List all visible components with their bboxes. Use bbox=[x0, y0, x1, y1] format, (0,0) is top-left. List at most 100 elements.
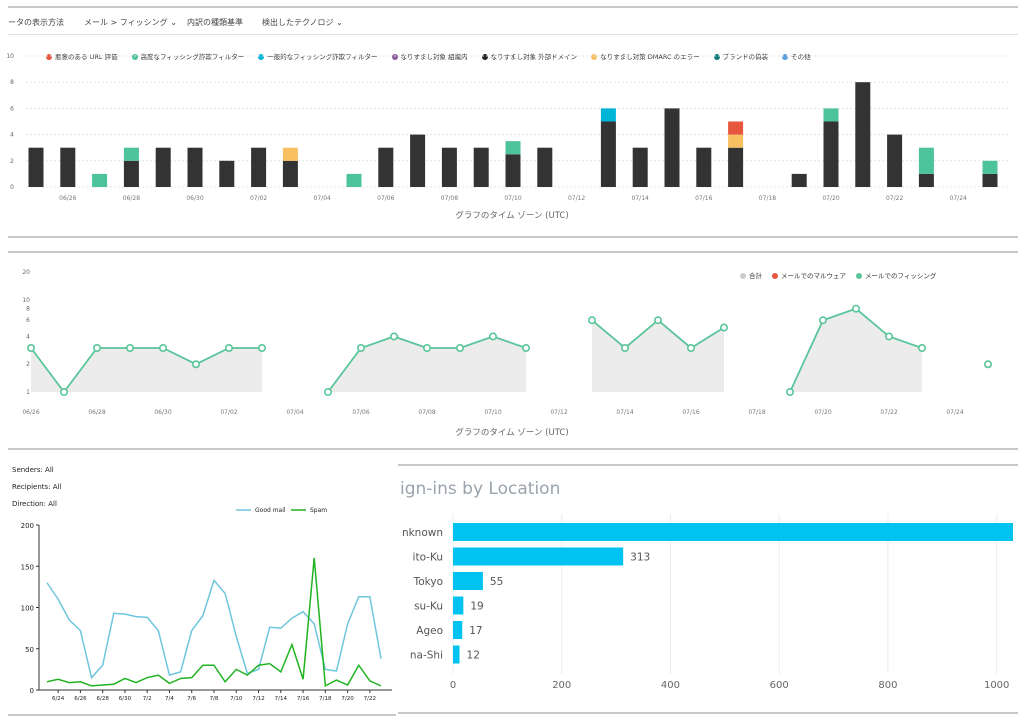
bar-segment bbox=[505, 154, 521, 187]
x-tick-label: 07/24 bbox=[946, 409, 963, 416]
x-tick-label: 600 bbox=[770, 680, 789, 691]
x-tick-label: 6/26 bbox=[74, 696, 87, 702]
area-fill bbox=[328, 336, 526, 392]
location-bar bbox=[453, 547, 624, 566]
chart2-legend-item[interactable]: メールでのマルウェア bbox=[772, 272, 846, 280]
legend-label: Spam bbox=[310, 507, 327, 514]
series-line bbox=[46, 557, 382, 688]
chart2-legend-item[interactable]: メールでのフィッシング bbox=[856, 272, 936, 280]
y-tick-label: 10 bbox=[22, 297, 30, 304]
y-tick-label: 1 bbox=[26, 389, 30, 396]
chart1-legend-item[interactable]: ブランドの偽装 bbox=[713, 53, 769, 61]
chart3-bottom-divider bbox=[8, 714, 396, 716]
x-axis-title: グラフのタイム ゾーン (UTC) bbox=[455, 427, 568, 438]
x-tick-label: 07/14 bbox=[632, 195, 649, 202]
location-label: na-Shi bbox=[410, 650, 443, 662]
chart1-legend-item[interactable]: なりすまし対策 DMARC のエラー bbox=[591, 53, 700, 61]
bar-segment bbox=[982, 173, 998, 187]
x-tick-label: 6/30 bbox=[119, 696, 132, 702]
bar-segment bbox=[855, 82, 871, 187]
bar-segment bbox=[823, 108, 839, 122]
chart1-legend-item[interactable]: なりすまし対象 外部ドメイン bbox=[481, 53, 578, 61]
x-tick-label: 06/26 bbox=[59, 195, 76, 202]
breakdown-dropdown[interactable]: 検出したテクノロジ ⌄ bbox=[262, 17, 343, 28]
data-point bbox=[59, 388, 68, 397]
chart1-legend-item[interactable]: なりすまし対象 組織内 bbox=[391, 53, 468, 61]
x-tick-label: 06/28 bbox=[123, 195, 140, 202]
signins-by-location-chart: 0 200 400 600 800 1000 nknown ito-Ku 313 Tokyo 55 s… bbox=[402, 514, 1013, 691]
bar-segment bbox=[92, 173, 108, 187]
legend-label: なりすまし対象 組織内 bbox=[400, 53, 468, 61]
bar-segment bbox=[282, 160, 298, 187]
legend-swatch-icon bbox=[591, 54, 598, 60]
legend-label: 一般的なフィッシング詐欺フィルター bbox=[267, 53, 378, 61]
y-tick-label: 150 bbox=[21, 563, 34, 571]
x-tick-label: 06/30 bbox=[154, 409, 171, 416]
x-tick-label: 07/18 bbox=[759, 195, 776, 202]
data-point bbox=[26, 343, 35, 352]
bar-segment bbox=[982, 160, 998, 174]
toolbar-divider bbox=[8, 34, 1018, 35]
x-tick-label: 1000 bbox=[984, 680, 1009, 691]
y-tick-label: 20 bbox=[22, 269, 30, 276]
x-tick-label: 7/6 bbox=[187, 696, 196, 702]
chart1-legend-item[interactable]: その他 bbox=[782, 53, 811, 61]
x-tick-label: 07/20 bbox=[822, 195, 839, 202]
bar-segment bbox=[823, 121, 839, 187]
bar-segment bbox=[282, 147, 298, 161]
bar-segment bbox=[600, 121, 616, 187]
data-point bbox=[323, 388, 332, 397]
legend-label: なりすまし対象 外部ドメイン bbox=[490, 53, 578, 61]
bar-segment bbox=[155, 147, 171, 187]
bar-segment bbox=[632, 147, 648, 187]
bar-segment bbox=[441, 147, 457, 187]
y-tick-label: 6 bbox=[10, 105, 14, 112]
x-tick-label: 7/16 bbox=[297, 696, 310, 702]
y-tick-label: 8 bbox=[10, 79, 14, 86]
legend-label: その他 bbox=[791, 53, 811, 61]
data-point bbox=[422, 343, 431, 352]
chart1-legend-item[interactable]: 一般的なフィッシング詐欺フィルター bbox=[258, 53, 378, 61]
bar-segment bbox=[346, 173, 362, 187]
legend-label: メールでのマルウェア bbox=[781, 272, 846, 280]
y-tick-label: 2 bbox=[10, 158, 14, 165]
legend-label: ブランドの偽装 bbox=[722, 53, 769, 61]
y-tick-label: 4 bbox=[26, 333, 30, 340]
breakdown-label: 内訳の種類基準 bbox=[187, 18, 243, 27]
view-dropdown[interactable]: メール > フィッシング ⌄ bbox=[84, 17, 177, 28]
bar-segment bbox=[664, 108, 680, 187]
location-label: Ageo bbox=[416, 625, 443, 637]
bar-segment bbox=[537, 147, 553, 187]
data-point bbox=[851, 304, 860, 313]
bar-segment bbox=[187, 147, 203, 187]
x-tick-label: 07/22 bbox=[880, 409, 897, 416]
data-point bbox=[587, 316, 596, 325]
area-fill bbox=[31, 347, 262, 392]
location-label: nknown bbox=[402, 527, 443, 539]
bar-segment bbox=[251, 147, 267, 187]
x-tick-label: 7/18 bbox=[319, 696, 332, 702]
chevron-down-icon: ⌄ bbox=[336, 18, 343, 27]
bar-segment bbox=[505, 141, 521, 155]
value-label: 313 bbox=[630, 552, 650, 564]
chart4-bottom-divider bbox=[398, 712, 1018, 714]
bar-segment bbox=[918, 173, 934, 187]
data-point bbox=[389, 332, 398, 341]
y-tick-label: 0 bbox=[10, 184, 14, 191]
location-bar bbox=[453, 621, 463, 639]
x-tick-label: 0 bbox=[450, 680, 456, 691]
x-tick-label: 7/4 bbox=[165, 696, 174, 702]
value-label: 17 bbox=[469, 625, 482, 637]
chart2-legend: 合計 メールでのマルウェア メールでのフィッシング bbox=[740, 263, 1020, 280]
bar-segment bbox=[123, 147, 139, 161]
chart2-top-divider bbox=[8, 251, 1018, 253]
chart1-legend-item[interactable]: 高度なフィッシング詐欺フィルター bbox=[131, 53, 244, 61]
legend-swatch-icon bbox=[131, 54, 138, 60]
legend-label: 合計 bbox=[749, 272, 762, 280]
y-tick-label: 100 bbox=[21, 605, 34, 613]
x-tick-label: 07/12 bbox=[568, 195, 585, 202]
x-tick-label: 06/28 bbox=[88, 409, 105, 416]
x-tick-label: 07/02 bbox=[220, 409, 237, 416]
chart2-legend-item[interactable]: 合計 bbox=[740, 272, 762, 280]
chart1-legend-item[interactable]: 悪意のある URL 評価 bbox=[46, 53, 118, 61]
